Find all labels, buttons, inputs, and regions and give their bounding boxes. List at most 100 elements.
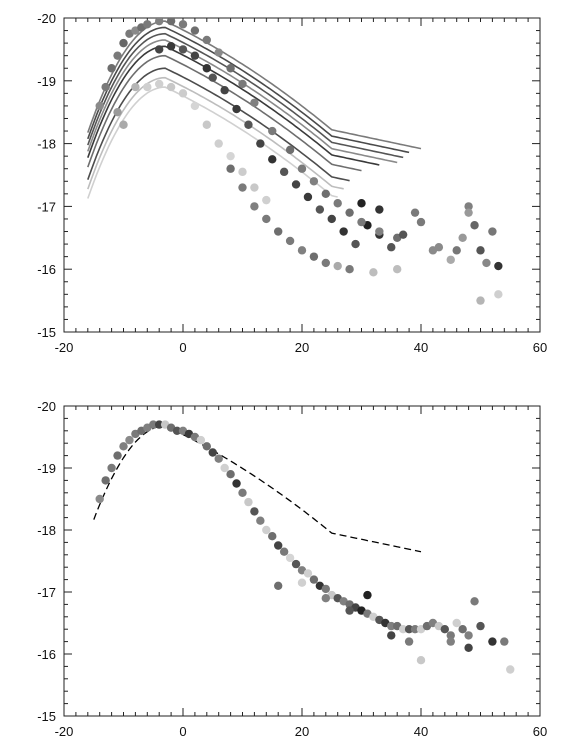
data-point xyxy=(226,470,235,479)
data-point xyxy=(190,51,200,60)
data-point xyxy=(268,126,277,136)
x-tick-label: 0 xyxy=(179,340,186,355)
data-point xyxy=(398,625,408,634)
data-point xyxy=(285,553,295,563)
data-point xyxy=(250,202,259,211)
data-point xyxy=(226,151,235,161)
data-point xyxy=(268,155,277,164)
x-tick-label: 40 xyxy=(414,340,428,355)
data-point xyxy=(113,51,122,60)
data-point xyxy=(506,665,515,674)
data-point xyxy=(297,164,307,173)
data-point xyxy=(226,64,235,73)
data-point xyxy=(238,183,247,192)
data-point xyxy=(125,435,134,445)
data-point xyxy=(220,463,229,473)
data-point xyxy=(143,82,152,92)
data-point xyxy=(268,532,277,541)
data-point xyxy=(321,584,330,594)
data-point xyxy=(291,559,301,569)
data-point xyxy=(208,73,217,82)
data-point xyxy=(452,246,461,255)
data-point xyxy=(393,265,402,274)
data-point xyxy=(345,265,354,274)
data-point xyxy=(178,45,188,54)
light-curve-fit xyxy=(87,39,398,164)
data-point xyxy=(232,479,241,488)
data-point xyxy=(321,594,330,603)
y-tick-label: -20 xyxy=(37,399,56,414)
data-point xyxy=(244,120,253,129)
data-point xyxy=(95,494,104,504)
data-point xyxy=(488,637,497,646)
plot-marks xyxy=(93,420,515,674)
data-point xyxy=(333,199,342,208)
data-point xyxy=(285,236,295,246)
y-tick-label: -17 xyxy=(37,585,56,600)
data-point xyxy=(452,618,461,628)
data-point xyxy=(410,625,420,634)
x-tick-label: 0 xyxy=(179,724,186,739)
data-point xyxy=(155,79,164,89)
data-point xyxy=(440,625,449,634)
data-point xyxy=(458,233,467,242)
data-point xyxy=(357,199,366,208)
data-point xyxy=(345,606,354,615)
data-point xyxy=(309,252,319,261)
y-tick-label: -17 xyxy=(37,199,56,214)
data-point xyxy=(119,38,128,48)
plot-frame xyxy=(63,17,541,333)
data-point xyxy=(369,268,378,277)
light-curve-fit xyxy=(87,86,338,199)
data-point xyxy=(375,205,384,214)
data-point xyxy=(387,621,396,631)
data-point xyxy=(309,575,319,584)
data-point xyxy=(410,208,420,217)
data-point xyxy=(274,541,283,550)
data-point xyxy=(143,20,152,29)
data-point xyxy=(214,139,223,148)
data-point xyxy=(202,35,211,45)
top-panel-plot: -20 0 20 40 60 -20 -19 -18 -17 -16 -15 xyxy=(37,11,547,355)
data-point xyxy=(351,239,360,249)
data-point xyxy=(202,64,211,73)
y-tick-label: -15 xyxy=(37,325,56,340)
x-tick-label: 20 xyxy=(295,340,309,355)
light-curve-fit xyxy=(87,54,362,172)
data-point xyxy=(178,20,188,29)
data-point xyxy=(101,82,110,92)
y-tick-label: -19 xyxy=(37,461,56,476)
data-point xyxy=(387,631,396,640)
data-point xyxy=(119,442,128,451)
data-point xyxy=(107,463,116,473)
data-point xyxy=(119,120,128,129)
x-tick-label: 20 xyxy=(295,724,309,739)
data-point xyxy=(155,420,164,429)
data-point xyxy=(321,189,330,199)
data-point xyxy=(464,208,473,217)
data-point xyxy=(476,621,485,631)
data-point xyxy=(327,214,336,224)
data-point xyxy=(488,227,497,236)
data-point xyxy=(446,631,455,640)
data-point xyxy=(155,45,164,54)
data-point xyxy=(274,581,283,590)
data-point xyxy=(321,258,330,268)
data-point xyxy=(202,442,211,451)
data-point xyxy=(446,637,455,646)
data-point xyxy=(309,177,319,186)
data-point xyxy=(238,167,247,177)
data-point xyxy=(416,217,426,227)
data-point xyxy=(244,497,253,507)
data-point xyxy=(315,205,325,214)
light-curve-fit xyxy=(87,76,344,190)
data-point xyxy=(214,48,223,57)
y-tick-label: -16 xyxy=(37,262,56,277)
data-point xyxy=(339,227,348,236)
data-point xyxy=(172,426,182,435)
data-point xyxy=(446,255,455,264)
y-tick-label: -15 xyxy=(37,709,56,724)
data-point xyxy=(404,625,414,634)
data-point xyxy=(470,597,479,606)
